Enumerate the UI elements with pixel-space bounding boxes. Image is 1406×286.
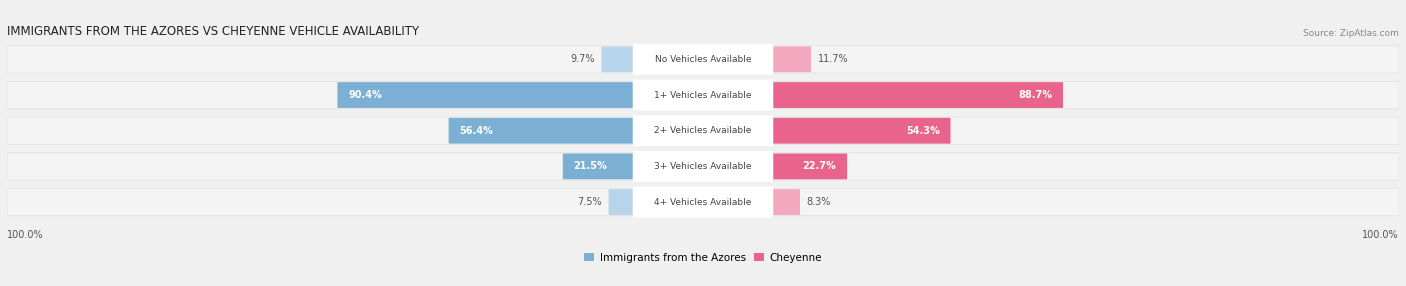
FancyBboxPatch shape <box>562 154 634 179</box>
FancyBboxPatch shape <box>633 151 773 182</box>
FancyBboxPatch shape <box>633 44 773 75</box>
FancyBboxPatch shape <box>772 46 811 72</box>
Text: 100.0%: 100.0% <box>1362 230 1399 240</box>
FancyBboxPatch shape <box>633 187 773 218</box>
FancyBboxPatch shape <box>772 118 950 144</box>
Text: 22.7%: 22.7% <box>803 161 837 171</box>
Text: Source: ZipAtlas.com: Source: ZipAtlas.com <box>1303 29 1399 38</box>
FancyBboxPatch shape <box>337 82 634 108</box>
Text: 3+ Vehicles Available: 3+ Vehicles Available <box>654 162 752 171</box>
Text: 56.4%: 56.4% <box>460 126 494 136</box>
Text: 2+ Vehicles Available: 2+ Vehicles Available <box>654 126 752 135</box>
FancyBboxPatch shape <box>7 46 1399 73</box>
FancyBboxPatch shape <box>772 189 800 215</box>
Text: No Vehicles Available: No Vehicles Available <box>655 55 751 64</box>
Text: 54.3%: 54.3% <box>905 126 939 136</box>
FancyBboxPatch shape <box>772 154 848 179</box>
Legend: Immigrants from the Azores, Cheyenne: Immigrants from the Azores, Cheyenne <box>583 253 823 263</box>
Text: 8.3%: 8.3% <box>807 197 831 207</box>
Text: 90.4%: 90.4% <box>349 90 382 100</box>
Text: 9.7%: 9.7% <box>571 54 595 64</box>
FancyBboxPatch shape <box>7 188 1399 216</box>
FancyBboxPatch shape <box>633 115 773 146</box>
Text: 7.5%: 7.5% <box>578 197 602 207</box>
Text: 4+ Vehicles Available: 4+ Vehicles Available <box>654 198 752 206</box>
FancyBboxPatch shape <box>633 80 773 110</box>
Text: 100.0%: 100.0% <box>7 230 44 240</box>
FancyBboxPatch shape <box>7 82 1399 109</box>
FancyBboxPatch shape <box>772 82 1063 108</box>
Text: 11.7%: 11.7% <box>818 54 848 64</box>
Text: 1+ Vehicles Available: 1+ Vehicles Available <box>654 91 752 100</box>
FancyBboxPatch shape <box>7 117 1399 144</box>
FancyBboxPatch shape <box>602 46 634 72</box>
Text: 88.7%: 88.7% <box>1018 90 1052 100</box>
FancyBboxPatch shape <box>7 153 1399 180</box>
FancyBboxPatch shape <box>609 189 634 215</box>
Text: 21.5%: 21.5% <box>574 161 607 171</box>
Text: IMMIGRANTS FROM THE AZORES VS CHEYENNE VEHICLE AVAILABILITY: IMMIGRANTS FROM THE AZORES VS CHEYENNE V… <box>7 25 419 38</box>
FancyBboxPatch shape <box>449 118 634 144</box>
